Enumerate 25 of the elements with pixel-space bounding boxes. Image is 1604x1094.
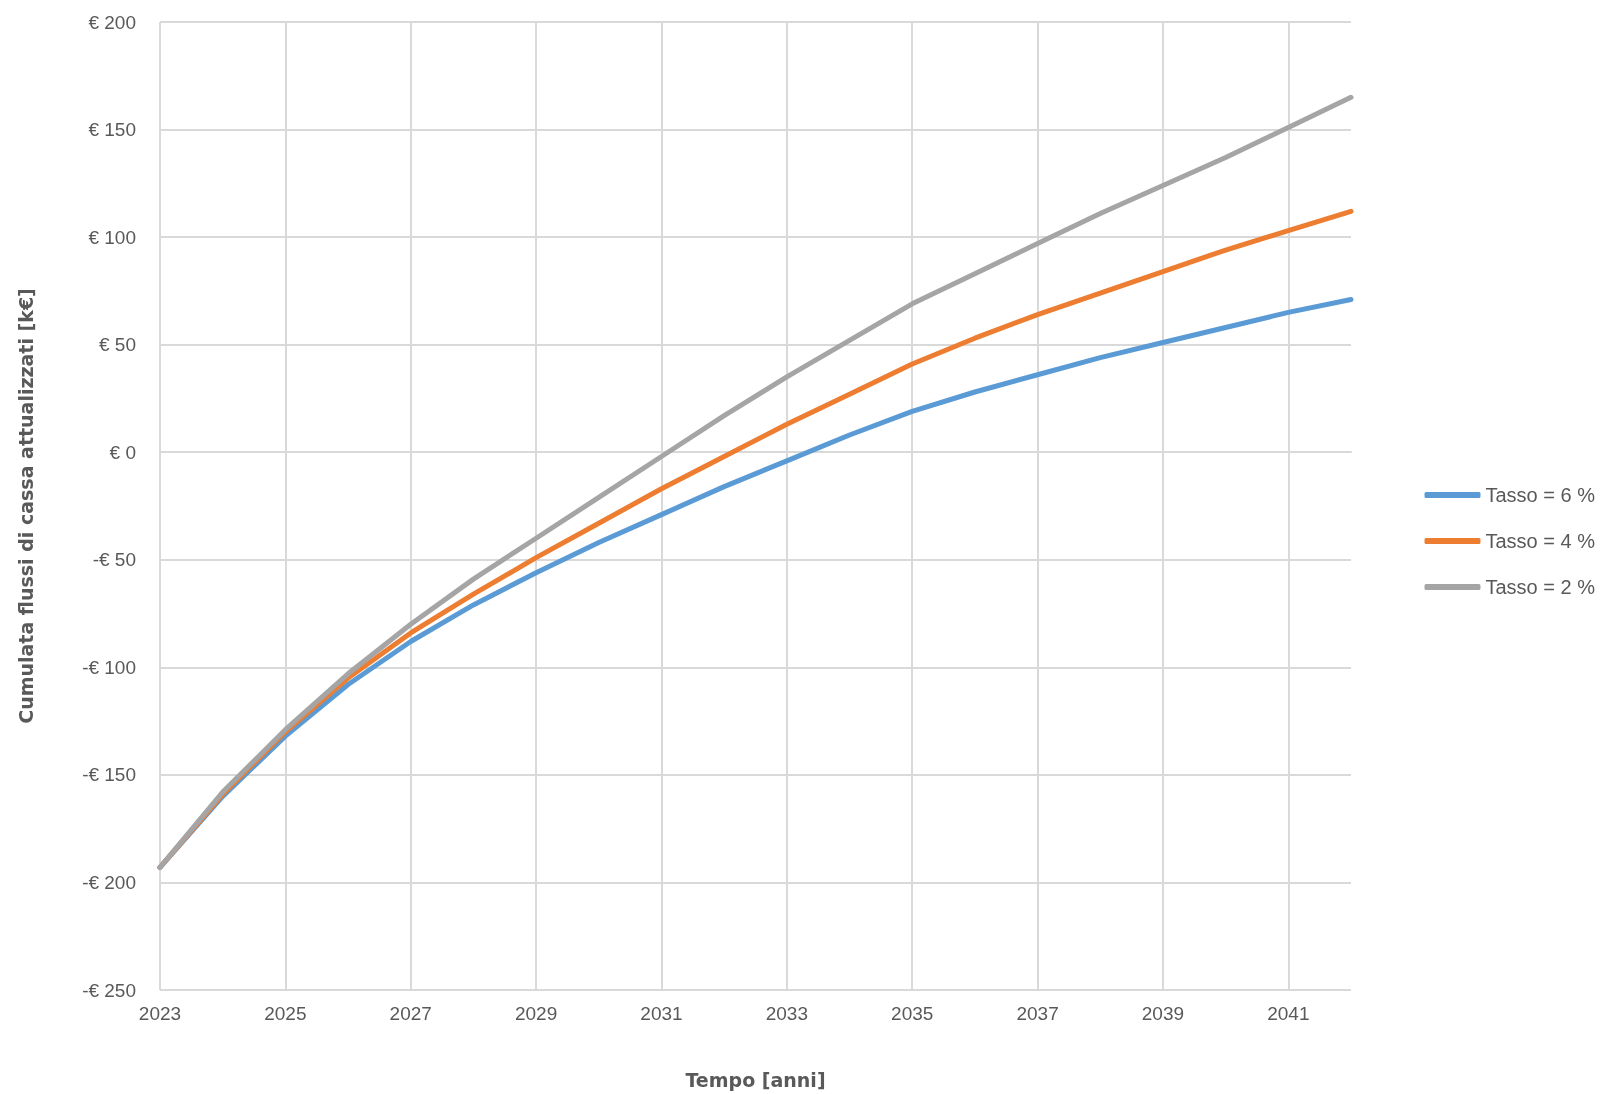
- x-tick-label: 2031: [640, 1003, 683, 1024]
- y-tick-label: -€ 100: [82, 656, 136, 678]
- y-tick-label: € 0: [109, 441, 136, 463]
- x-tick-label: 2041: [1267, 1003, 1310, 1024]
- x-tick-label: 2039: [1141, 1003, 1185, 1024]
- y-tick-label: € 200: [88, 11, 136, 33]
- x-tick-label: 2035: [891, 1003, 934, 1024]
- x-tick-label: 2023: [138, 1003, 182, 1024]
- y-tick-label: -€ 150: [82, 764, 136, 786]
- x-tick-label: 2025: [264, 1003, 307, 1024]
- y-tick-label: -€ 50: [92, 549, 136, 571]
- y-tick-label: -€ 200: [82, 871, 136, 893]
- y-tick-label: € 50: [99, 334, 136, 356]
- x-tick-label: 2027: [389, 1003, 432, 1024]
- x-tick-label: 2037: [1016, 1003, 1059, 1024]
- y-tick-label: € 150: [88, 119, 136, 141]
- y-tick-label: € 100: [88, 226, 136, 248]
- y-tick-label: -€ 250: [82, 979, 136, 1001]
- x-tick-label: 2029: [514, 1003, 558, 1024]
- legend-label: Tasso = 6 %: [1485, 484, 1596, 506]
- x-axis-title: Tempo [anni]: [685, 1068, 826, 1091]
- legend-label: Tasso = 4 %: [1485, 530, 1596, 552]
- x-tick-label: 2033: [765, 1003, 808, 1024]
- legend-label: Tasso = 2 %: [1485, 576, 1596, 598]
- y-axis-title: Cumulata flussi di cassa attualizzati [k€]: [14, 288, 37, 724]
